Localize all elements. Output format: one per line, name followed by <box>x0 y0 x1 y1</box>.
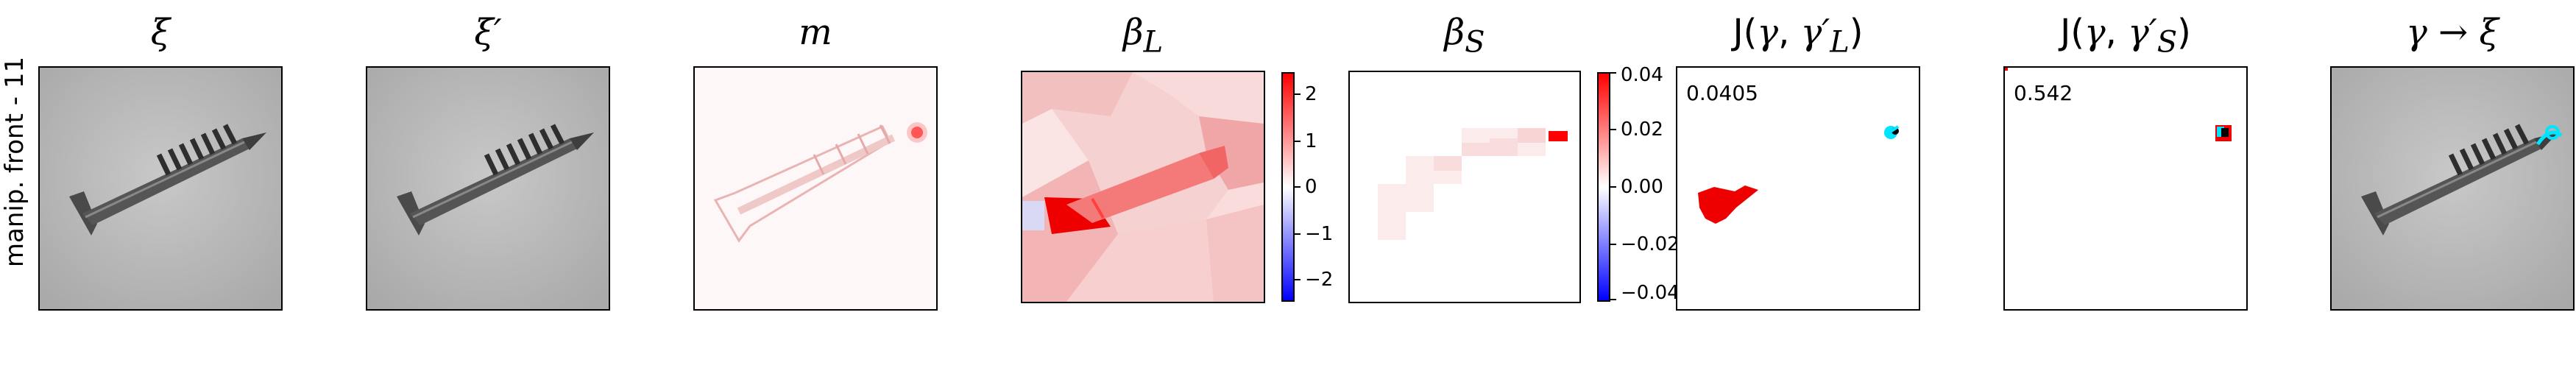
panel-j-s-image: 0.542 <box>2003 66 2248 311</box>
colorbar-tick-label: 2 <box>1305 83 1317 105</box>
panel-m-title: m <box>799 12 832 53</box>
colorbar-tick-label: −0.04 <box>1621 282 1680 304</box>
panel-beta-l-title: βL <box>1021 10 1265 65</box>
panel-xi-prime-title: ξ′ <box>474 12 502 53</box>
colorbar-tick-label: 1 <box>1305 130 1317 152</box>
j-s-overlap-map <box>2005 68 2246 309</box>
colorbar-tick <box>1293 233 1301 235</box>
panel-overlay: γ → ξ <box>2330 0 2575 324</box>
colorbar-tick <box>1293 279 1301 280</box>
panel-j-l-image: 0.0405 <box>1676 66 1920 311</box>
panel-j-s-title-var2: γ′ <box>2128 12 2157 53</box>
panel-beta-s: βS 0.04 0.02 0.00 −0.02 −0. <box>1348 0 1687 324</box>
panel-overlay-image <box>2330 66 2575 311</box>
colorbar-tick <box>1609 299 1616 300</box>
beta-s-colorbar-ticks: 0.04 0.02 0.00 −0.02 −0.04 <box>1597 64 1687 304</box>
colorbar-tick-label: −1 <box>1305 223 1334 245</box>
colorbar-tick <box>1609 72 1616 74</box>
colorbar-tick <box>1609 244 1616 245</box>
j-l-score: 0.0405 <box>1686 81 1758 105</box>
colorbar-tick-label: 0.02 <box>1621 118 1663 141</box>
panel-beta-s-title: βS <box>1348 10 1581 65</box>
panel-j-s-title-sep: , <box>2105 12 2129 53</box>
panel-overlay-title: γ → ξ <box>2406 12 2499 53</box>
beta-l-colorbar-ticks: 2 1 0 −1 −2 <box>1281 72 1334 302</box>
panel-beta-l-title-symbol: β <box>1122 12 1144 53</box>
overlay-image <box>2332 68 2573 309</box>
panel-j-l: J(γ, γ′L) 0.0405 <box>1676 0 1920 324</box>
panel-xi-prime: ξ′ <box>366 0 610 324</box>
panel-j-l-title-suffix: ) <box>1849 12 1864 53</box>
colorbar-tick-label: 0.04 <box>1621 64 1663 86</box>
colorbar-tick <box>1293 186 1301 188</box>
panel-j-s: J(γ, γ′S) 0.542 <box>2003 0 2248 324</box>
panel-j-s-title-prefix: J( <box>2060 12 2084 53</box>
panel-beta-s-title-symbol: β <box>1444 12 1465 53</box>
beta-s-heatmap <box>1350 72 1579 302</box>
panel-beta-l-image <box>1021 71 1265 303</box>
j-l-overlap-map <box>1677 68 1919 309</box>
colorbar-tick <box>1293 93 1301 95</box>
colorbar-tick-label: −0.02 <box>1621 233 1680 255</box>
colorbar-tick-label: 0.00 <box>1621 176 1663 198</box>
panel-j-l-title-var1: γ <box>1757 12 1779 53</box>
panel-j-l-title: J(γ, γ′L) <box>1676 10 1920 65</box>
panel-beta-s-title-subscript: S <box>1465 25 1485 60</box>
panel-m: m <box>693 0 938 324</box>
panel-xi: ξ <box>38 0 283 324</box>
panel-j-l-title-prefix: J( <box>1733 12 1758 53</box>
colorbar-tick <box>1293 141 1301 142</box>
difference-map <box>695 68 936 309</box>
colorbar-tick-label: −2 <box>1305 269 1334 291</box>
colorbar-tick <box>1609 129 1616 130</box>
panel-j-s-title-var1: γ <box>2084 12 2106 53</box>
panel-j-l-title-sep: , <box>1778 12 1801 53</box>
row-label: manip. front - 11 <box>0 0 29 324</box>
panel-beta-s-image <box>1348 71 1581 303</box>
panel-j-l-title-var2: γ′ <box>1800 12 1830 53</box>
panel-j-s-title-suffix: ) <box>2177 12 2191 53</box>
panel-j-l-title-subscript: L <box>1830 25 1850 60</box>
panel-xi-prime-image <box>366 66 610 311</box>
panel-j-s-title-subscript: S <box>2156 25 2178 60</box>
panel-m-image <box>693 66 938 311</box>
colorbar-tick <box>1609 186 1616 188</box>
panel-xi-image <box>38 66 283 311</box>
panel-beta-l: βL 2 1 0 −1 −2 <box>1021 0 1334 324</box>
screw-image-manipulated <box>367 68 609 309</box>
screw-image <box>40 68 281 309</box>
beta-l-heatmap <box>1022 72 1264 302</box>
row-label-text: manip. front - 11 <box>0 56 29 268</box>
panel-xi-title: ξ <box>150 12 171 53</box>
colorbar-tick-label: 0 <box>1305 176 1317 198</box>
j-s-score: 0.542 <box>2014 81 2073 105</box>
panel-j-s-title: J(γ, γ′S) <box>2003 10 2248 65</box>
panel-beta-l-title-subscript: L <box>1143 25 1164 60</box>
